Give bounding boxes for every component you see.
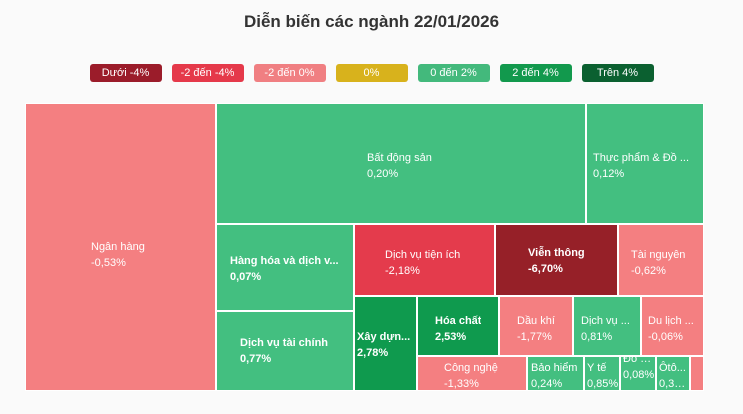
sector-name: Công nghệ bbox=[444, 362, 498, 374]
treemap-cell-label: Dịch vụ ... 0,81% bbox=[581, 313, 630, 345]
sector-change: -2,18% bbox=[385, 265, 420, 277]
sector-change: 2,78% bbox=[357, 347, 389, 359]
treemap-cell-label: Đồ d... 0,08% bbox=[623, 356, 655, 383]
treemap-cell-label: Hàng hóa và dịch v... 0,07% bbox=[230, 253, 339, 285]
treemap-cell-label: Y tế 0,85% bbox=[587, 360, 619, 390]
legend-item-above-4[interactable]: Trên 4% bbox=[581, 64, 654, 82]
chart-title: Diễn biến các ngành 22/01/2026 bbox=[243, 12, 500, 31]
treemap-cell[interactable]: Tài nguyên -0,62% bbox=[618, 224, 704, 296]
treemap-cell[interactable]: Thực phẩm & Đồ ... 0,12% bbox=[586, 103, 704, 224]
sector-name: Ngân hàng bbox=[91, 241, 145, 253]
treemap-cell[interactable]: Dầu khí -1,77% bbox=[499, 296, 573, 356]
treemap-cell-label: Dầu khí -1,77% bbox=[517, 313, 555, 345]
sector-change: 0,08% bbox=[623, 369, 655, 381]
sector-change: 0,12% bbox=[593, 168, 625, 180]
sector-change: 0,85% bbox=[587, 378, 619, 390]
sector-name: Xây dựn... bbox=[357, 331, 411, 343]
sector-name: Ôtô... bbox=[659, 362, 686, 374]
treemap-cell[interactable]: Dịch vụ tài chính 0,77% bbox=[216, 311, 354, 391]
treemap-cell[interactable]: Hàng hóa và dịch v... 0,07% bbox=[216, 224, 354, 311]
legend-item-minus-2-to-0[interactable]: -2 đến 0% bbox=[253, 64, 326, 82]
treemap-cell[interactable]: Đồ d... 0,08% bbox=[620, 356, 656, 391]
treemap-cell[interactable]: Y tế 0,85% bbox=[584, 356, 620, 391]
treemap-cell-label: Tài nguyên -0,62% bbox=[631, 247, 685, 279]
sector-change: -0,06% bbox=[648, 331, 683, 343]
treemap-cell-label: Dịch vụ tiện ích -2,18% bbox=[385, 247, 460, 279]
treemap-cell-label: Viễn thông -6,70% bbox=[528, 245, 585, 277]
sector-name: Hóa chất bbox=[435, 315, 482, 327]
sector-change: -0,53% bbox=[91, 257, 126, 269]
sector-name: Dịch vụ tài chính bbox=[240, 337, 329, 349]
treemap-cell-label: Hóa chất 2,53% bbox=[435, 313, 481, 345]
sector-change: 0,81% bbox=[581, 331, 613, 343]
sector-change: 0,20% bbox=[367, 168, 399, 180]
sector-name: Tài nguyên bbox=[631, 249, 686, 261]
treemap-cell[interactable]: Du lịch ... -0,06% bbox=[641, 296, 704, 356]
sector-name: Đồ d... bbox=[623, 356, 655, 365]
sector-change: 2,53% bbox=[435, 331, 467, 343]
sector-name: Dịch vụ ... bbox=[581, 315, 630, 327]
treemap-cell[interactable]: Công nghệ -1,33% bbox=[417, 356, 527, 391]
treemap-cell[interactable]: Dịch vụ tiện ích -2,18% bbox=[354, 224, 495, 296]
sector-name: Hàng hóa và dịch v... bbox=[230, 255, 339, 267]
sector-change: 0,07% bbox=[230, 271, 262, 283]
treemap-cell-label: Ngân hàng -0,53% bbox=[91, 239, 145, 271]
sector-change: -1,33% bbox=[444, 378, 479, 390]
treemap-cell-label: Thực phẩm & Đồ ... 0,12% bbox=[593, 150, 689, 182]
sector-change: -0,62% bbox=[631, 265, 666, 277]
legend-item-below-minus-4[interactable]: Dưới -4% bbox=[89, 64, 162, 82]
legend-item-2-to-4[interactable]: 2 đến 4% bbox=[499, 64, 572, 82]
treemap-cell[interactable]: Ôtô... 0,37% bbox=[656, 356, 690, 391]
sector-name: Bất động sản bbox=[367, 152, 432, 164]
treemap-cell-label: Bất động sản 0,20% bbox=[367, 150, 432, 182]
treemap-cell[interactable]: Dịch vụ ... 0,81% bbox=[573, 296, 641, 356]
legend-item-minus-2-to-minus-4[interactable]: -2 đến -4% bbox=[171, 64, 244, 82]
treemap-cell[interactable]: Viễn thông -6,70% bbox=[495, 224, 618, 296]
sector-change: 0,37% bbox=[659, 378, 689, 390]
treemap-cell-label: Du lịch ... -0,06% bbox=[648, 313, 694, 345]
sector-change: 0,24% bbox=[531, 378, 563, 390]
treemap-cell-label: Xây dựn... 2,78% bbox=[357, 329, 410, 361]
legend-item-0-to-2[interactable]: 0 đến 2% bbox=[417, 64, 490, 82]
sector-change: -6,70% bbox=[528, 263, 563, 275]
treemap-cell[interactable]: Hóa chất 2,53% bbox=[417, 296, 499, 356]
sector-name: Y tế bbox=[587, 362, 607, 374]
legend-item-zero[interactable]: 0% bbox=[335, 64, 408, 82]
sector-name: Viễn thông bbox=[528, 247, 585, 259]
sector-change: -1,77% bbox=[517, 331, 552, 343]
treemap-cell[interactable]: Bất động sản 0,20% bbox=[216, 103, 586, 224]
sector-name: Bảo hiểm bbox=[531, 362, 578, 374]
legend: Dưới -4% -2 đến -4% -2 đến 0% 0% 0 đến 2… bbox=[0, 64, 743, 82]
treemap-cell-label: Ôtô... 0,37% bbox=[659, 360, 689, 390]
sector-name: Thực phẩm & Đồ ... bbox=[593, 152, 690, 164]
sector-name: Dầu khí bbox=[517, 315, 555, 327]
sector-name: Du lịch ... bbox=[648, 315, 694, 327]
treemap-cell[interactable] bbox=[690, 356, 704, 391]
treemap-cell-label: Bảo hiểm 0,24% bbox=[531, 360, 578, 390]
treemap-cell[interactable]: Ngân hàng -0,53% bbox=[25, 103, 216, 391]
sector-name: Dịch vụ tiện ích bbox=[385, 249, 461, 261]
treemap-cell[interactable]: Bảo hiểm 0,24% bbox=[527, 356, 584, 391]
treemap-cell-label: Công nghệ -1,33% bbox=[444, 360, 498, 390]
sector-change: 0,77% bbox=[240, 353, 272, 365]
treemap-cell[interactable]: Xây dựn... 2,78% bbox=[354, 296, 417, 391]
treemap-cell-label: Dịch vụ tài chính 0,77% bbox=[240, 335, 328, 367]
